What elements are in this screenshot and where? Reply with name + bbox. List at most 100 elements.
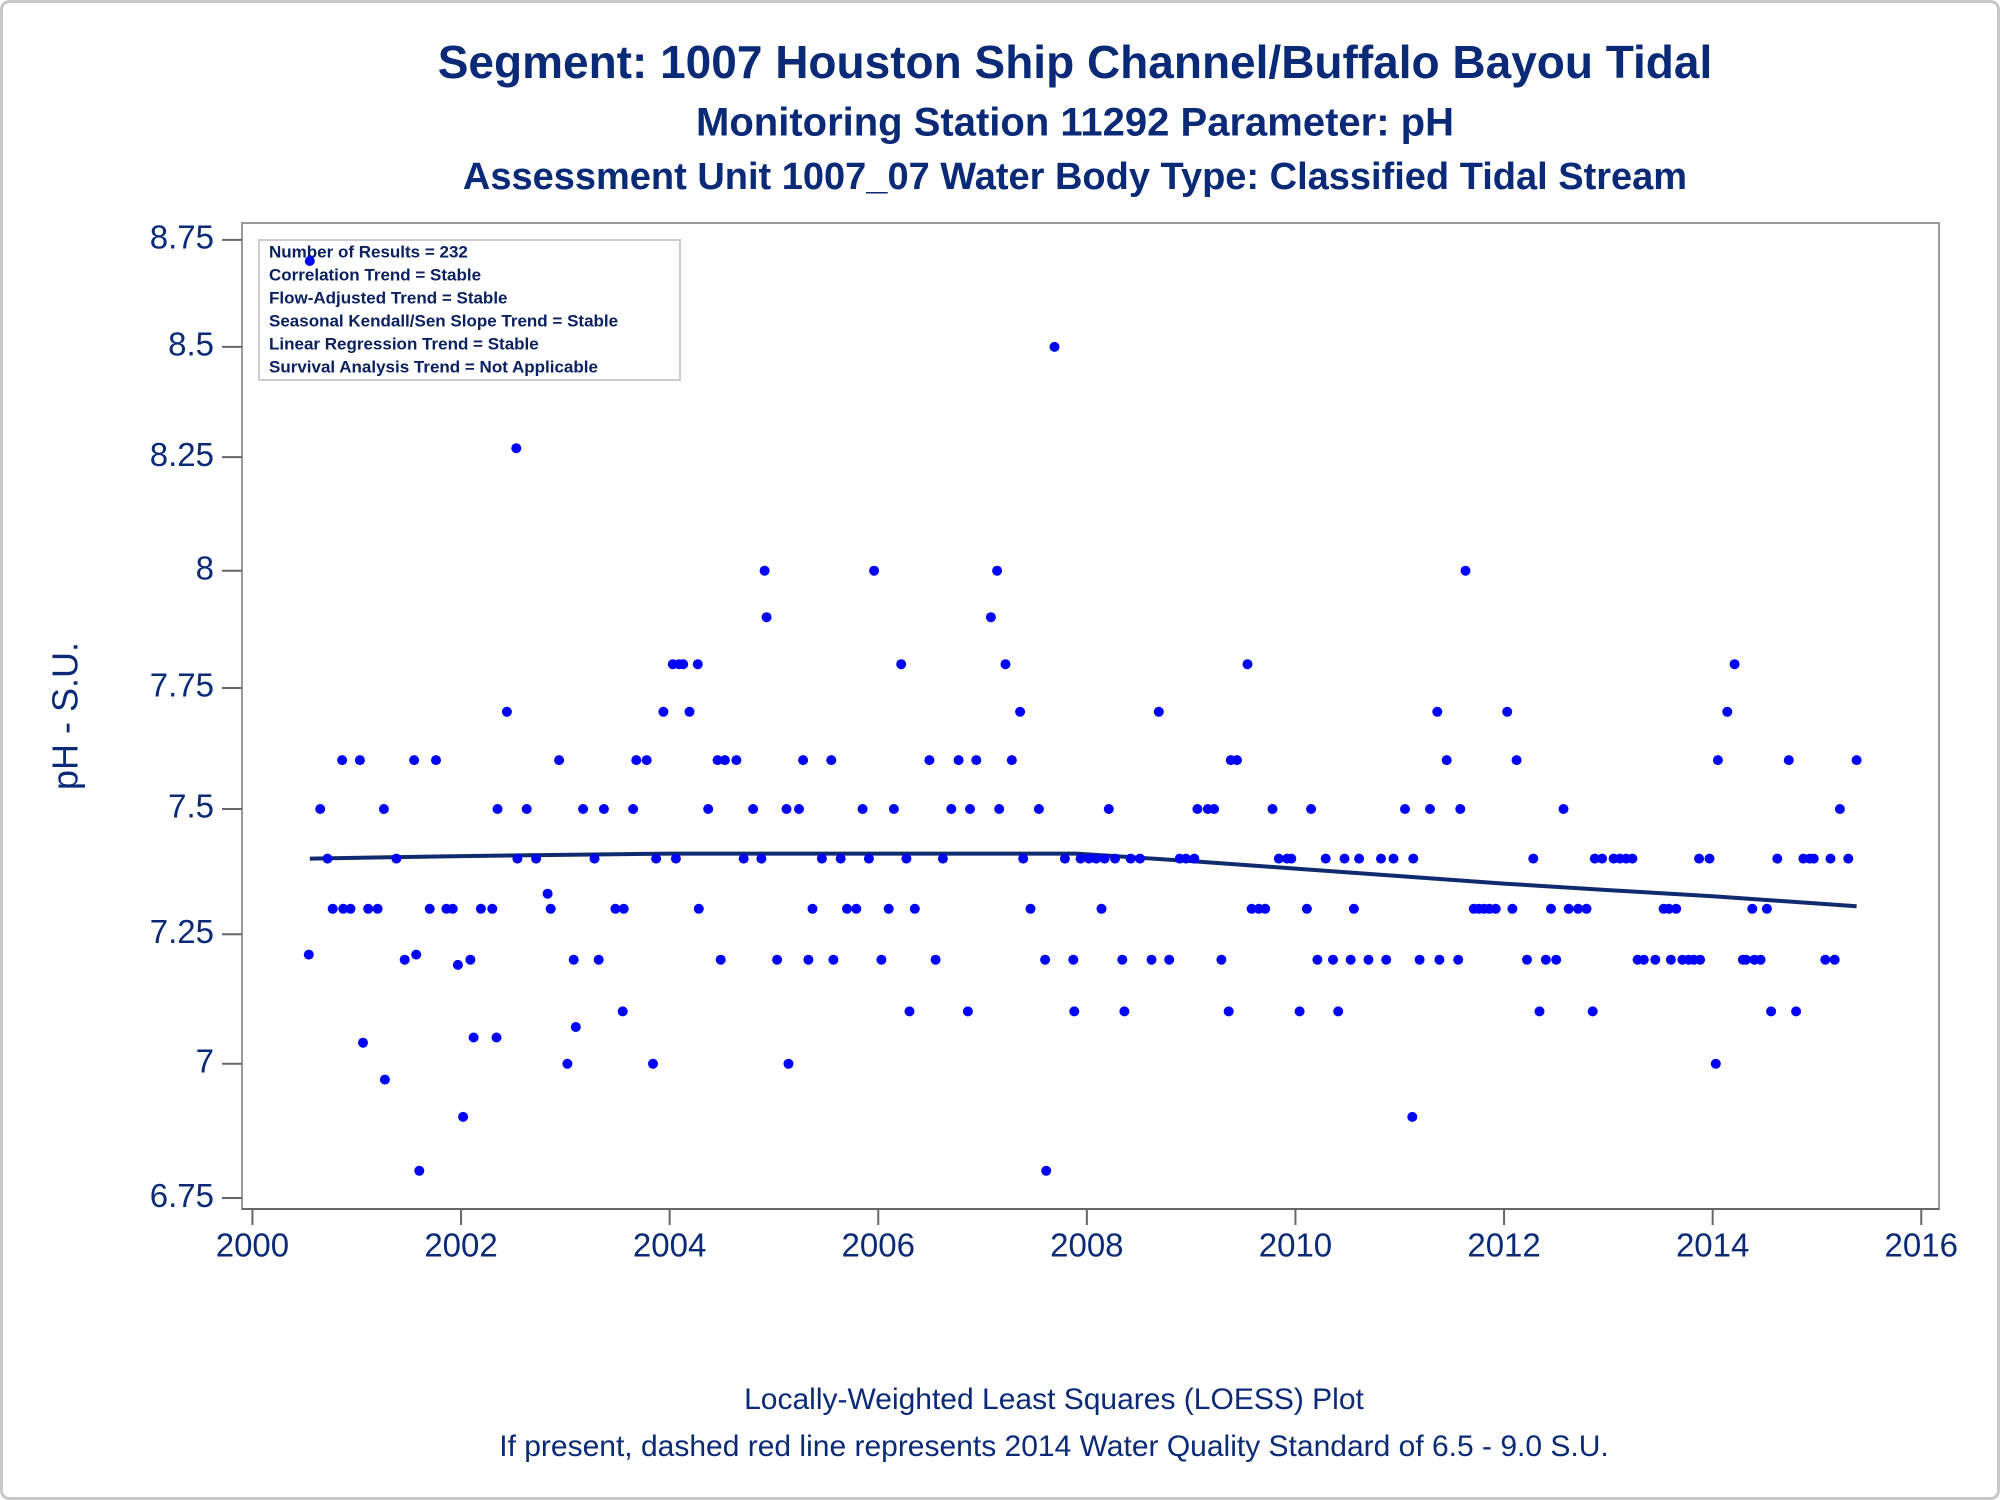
data-point bbox=[1638, 954, 1649, 965]
x-tick-label: 2016 bbox=[1885, 1227, 1958, 1264]
data-point bbox=[1328, 954, 1338, 965]
x-tick-label: 2010 bbox=[1259, 1227, 1332, 1264]
data-point bbox=[487, 903, 498, 914]
data-point bbox=[531, 853, 542, 864]
data-point bbox=[1820, 954, 1831, 965]
data-point bbox=[1783, 755, 1794, 766]
data-point bbox=[1851, 755, 1862, 766]
data-point bbox=[391, 853, 402, 864]
data-point bbox=[1490, 903, 1501, 914]
data-point bbox=[618, 903, 629, 914]
data-point bbox=[761, 612, 772, 623]
data-point bbox=[1320, 853, 1331, 864]
x-tick-label: 2012 bbox=[1467, 1227, 1540, 1264]
y-tick-label: 8.25 bbox=[150, 436, 214, 473]
data-point bbox=[431, 755, 441, 766]
data-point bbox=[1354, 853, 1365, 864]
data-point bbox=[731, 755, 742, 766]
data-point bbox=[598, 804, 609, 814]
data-point bbox=[1099, 853, 1110, 864]
data-point bbox=[715, 954, 726, 965]
data-point bbox=[1232, 755, 1242, 766]
data-point bbox=[851, 903, 862, 914]
data-point bbox=[545, 903, 556, 914]
annotation: Seasonal Kendall/Sen Slope Trend = Stabl… bbox=[269, 311, 618, 330]
annotation: Survival Analysis Trend = Not Applicable bbox=[269, 357, 598, 376]
data-point bbox=[670, 853, 681, 864]
data-point bbox=[458, 1111, 469, 1122]
data-point bbox=[1189, 853, 1200, 864]
data-point bbox=[578, 804, 589, 814]
data-point bbox=[1729, 659, 1740, 670]
data-point bbox=[1825, 853, 1836, 864]
data-point bbox=[1766, 1006, 1777, 1017]
data-point bbox=[1597, 853, 1608, 864]
data-point bbox=[937, 853, 948, 864]
data-point bbox=[1286, 853, 1297, 864]
y-axis-label: pH - S.U. bbox=[45, 642, 86, 790]
data-point bbox=[835, 853, 846, 864]
data-point bbox=[1502, 706, 1513, 717]
data-point bbox=[542, 888, 553, 899]
data-point bbox=[1627, 853, 1638, 864]
annotation: Flow-Adjusted Trend = Stable bbox=[269, 288, 508, 307]
data-point bbox=[501, 706, 512, 717]
data-point bbox=[826, 755, 837, 766]
data-point bbox=[1096, 903, 1107, 914]
data-point bbox=[414, 1165, 425, 1176]
data-point bbox=[1434, 954, 1445, 965]
data-point bbox=[1665, 954, 1676, 965]
data-point bbox=[1153, 706, 1164, 717]
data-point bbox=[684, 706, 695, 717]
data-point bbox=[748, 804, 759, 814]
data-point bbox=[1223, 1006, 1234, 1017]
data-point bbox=[1722, 706, 1733, 717]
data-point bbox=[798, 755, 809, 766]
data-point bbox=[447, 903, 458, 914]
data-point bbox=[648, 1058, 658, 1069]
data-point bbox=[904, 1006, 915, 1017]
data-point bbox=[738, 853, 749, 864]
data-point bbox=[345, 903, 356, 914]
y-tick-label: 8.5 bbox=[168, 326, 214, 363]
data-point bbox=[1741, 954, 1751, 965]
data-point bbox=[1345, 954, 1356, 965]
data-point bbox=[378, 804, 389, 814]
data-point bbox=[554, 755, 565, 766]
data-point bbox=[1671, 903, 1682, 914]
data-point bbox=[1273, 853, 1284, 864]
data-point bbox=[1772, 853, 1783, 864]
data-point bbox=[1040, 954, 1051, 965]
info-box bbox=[258, 239, 681, 381]
data-point bbox=[692, 659, 703, 670]
data-point bbox=[1425, 804, 1435, 814]
data-point bbox=[610, 903, 621, 914]
data-point bbox=[1563, 903, 1574, 914]
y-tick-label: 8.75 bbox=[150, 219, 214, 256]
data-point bbox=[781, 804, 792, 814]
data-point bbox=[888, 804, 899, 814]
data-point bbox=[1110, 853, 1120, 864]
data-point bbox=[1119, 1006, 1130, 1017]
data-point bbox=[994, 804, 1005, 814]
data-point bbox=[327, 903, 338, 914]
data-point bbox=[1400, 804, 1410, 814]
data-point bbox=[1083, 853, 1094, 864]
data-point bbox=[883, 903, 894, 914]
data-point bbox=[628, 804, 639, 814]
data-point bbox=[876, 954, 887, 965]
data-point bbox=[1209, 804, 1220, 814]
x-tick-label: 2002 bbox=[424, 1227, 497, 1264]
data-point bbox=[570, 1022, 581, 1032]
data-point bbox=[1000, 659, 1011, 670]
data-point bbox=[1059, 853, 1070, 864]
data-point bbox=[901, 853, 912, 864]
data-point bbox=[1376, 853, 1386, 864]
data-point bbox=[399, 954, 410, 965]
data-point bbox=[1581, 903, 1592, 914]
data-point bbox=[1710, 1058, 1721, 1069]
data-point bbox=[358, 1037, 368, 1048]
data-point bbox=[338, 903, 349, 914]
data-point bbox=[468, 1032, 479, 1043]
data-point bbox=[1333, 1006, 1344, 1017]
